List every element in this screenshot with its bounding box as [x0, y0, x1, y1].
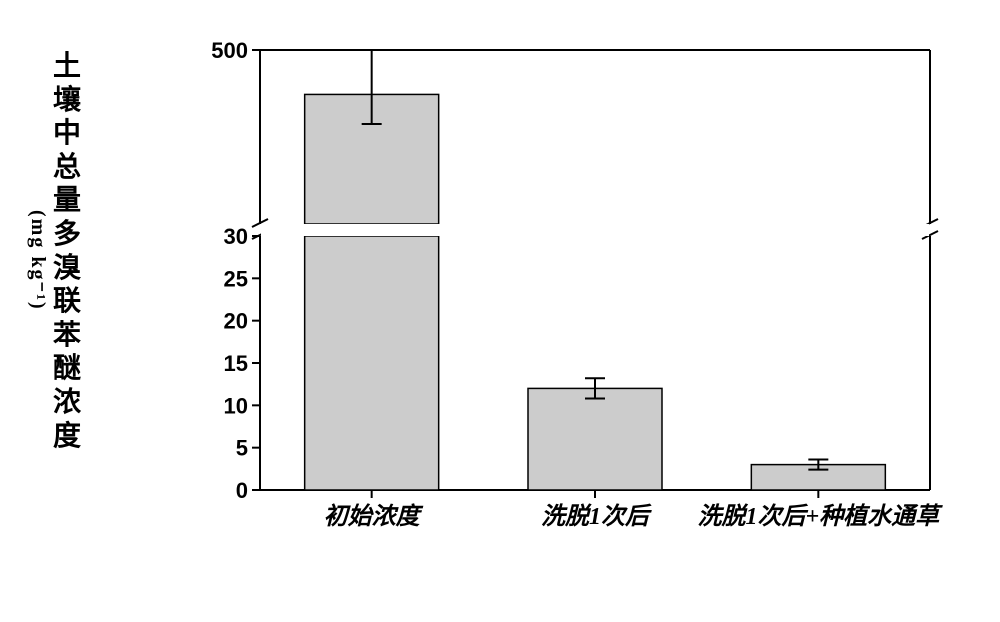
y-tick-label: 10	[224, 393, 248, 418]
y-tick-label: 15	[224, 351, 248, 376]
y-axis-unit: (mg kg⁻¹)	[20, 210, 50, 311]
category-label: 洗脱1次后+种植水通草	[697, 503, 943, 530]
y-tick-label: 5	[236, 436, 248, 461]
y-tick-label: 20	[224, 309, 248, 334]
category-label: 洗脱1次后	[541, 503, 652, 530]
plot-area: 0 5 10 15 20 25 30 500 初始浓度 洗脱1次后 洗脱1次后+种植水通草	[200, 40, 950, 540]
y-tick-label: 500	[211, 40, 248, 63]
y-tick-label: 30	[224, 224, 248, 249]
y-tick-label: 0	[236, 478, 248, 503]
category-label: 初始浓度	[324, 503, 424, 530]
bars-group	[305, 94, 886, 490]
chart-container: 土壤中总量多溴联苯醚浓度 (mg kg⁻¹) 0 5 10 15 20 25 30 500 初始…	[20, 20, 980, 602]
y-tick-label: 25	[224, 266, 248, 291]
y-axis-label: 土壤中总量多溴联苯醚浓度	[52, 50, 82, 453]
